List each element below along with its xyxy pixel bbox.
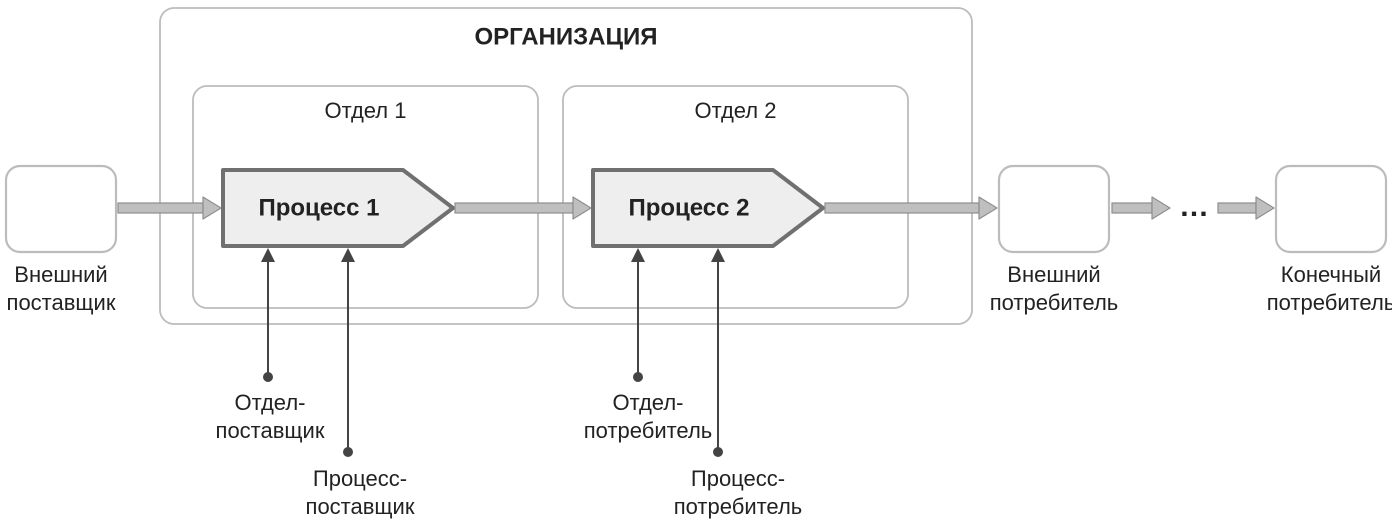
annotation-2-label-1: Процесс- bbox=[313, 466, 407, 491]
department-2-label: Отдел 2 bbox=[695, 98, 777, 123]
final-consumer-box bbox=[1276, 166, 1386, 252]
flow-arrow-5-shaft bbox=[1218, 203, 1256, 213]
annotation-2-head bbox=[341, 248, 355, 262]
process-1-label: Процесс 1 bbox=[258, 194, 379, 221]
department-1-label: Отдел 1 bbox=[325, 98, 407, 123]
flow-arrow-5-head bbox=[1256, 197, 1274, 219]
annotation-3-head bbox=[631, 248, 645, 262]
annotation-3-dot bbox=[633, 372, 643, 382]
flow-arrow-1-head bbox=[203, 197, 221, 219]
annotation-4-dot bbox=[713, 447, 723, 457]
external-supplier-box-label-1: Внешний bbox=[14, 262, 107, 287]
annotation-4-label-1: Процесс- bbox=[691, 466, 785, 491]
process-2-label: Процесс 2 bbox=[628, 194, 749, 221]
ellipsis: … bbox=[1179, 190, 1209, 223]
flow-arrow-3-head bbox=[979, 197, 997, 219]
annotation-4-head bbox=[711, 248, 725, 262]
annotation-3-label-1: Отдел- bbox=[613, 390, 684, 415]
external-supplier-box-label-2: поставщик bbox=[7, 290, 116, 315]
final-consumer-box-label-2: потребитель bbox=[1267, 290, 1392, 315]
annotation-1-label-1: Отдел- bbox=[235, 390, 306, 415]
flow-arrow-2-head bbox=[573, 197, 591, 219]
organization-title: ОРГАНИЗАЦИЯ bbox=[474, 23, 657, 50]
annotation-4-label-2: потребитель bbox=[674, 494, 803, 519]
external-consumer-box bbox=[999, 166, 1109, 252]
external-consumer-box-label-2: потребитель bbox=[990, 290, 1119, 315]
final-consumer-box-label-1: Конечный bbox=[1281, 262, 1381, 287]
process-flow-diagram: ОРГАНИЗАЦИЯ Отдел 1 Отдел 2 Процесс 1 Процес… bbox=[0, 0, 1392, 531]
annotation-1-dot bbox=[263, 372, 273, 382]
annotation-3-label-2: потребитель bbox=[584, 418, 713, 443]
flow-arrow-1-shaft bbox=[118, 203, 203, 213]
flow-arrow-4-shaft bbox=[1112, 203, 1152, 213]
annotation-1-label-2: поставщик bbox=[216, 418, 325, 443]
organization-box bbox=[160, 8, 972, 324]
flow-arrow-3-shaft bbox=[825, 203, 979, 213]
flow-arrow-2-shaft bbox=[455, 203, 573, 213]
external-consumer-box-label-1: Внешний bbox=[1007, 262, 1100, 287]
annotation-2-label-2: поставщик bbox=[306, 494, 415, 519]
annotation-1-head bbox=[261, 248, 275, 262]
external-supplier-box bbox=[6, 166, 116, 252]
annotation-2-dot bbox=[343, 447, 353, 457]
flow-arrow-4-head bbox=[1152, 197, 1170, 219]
